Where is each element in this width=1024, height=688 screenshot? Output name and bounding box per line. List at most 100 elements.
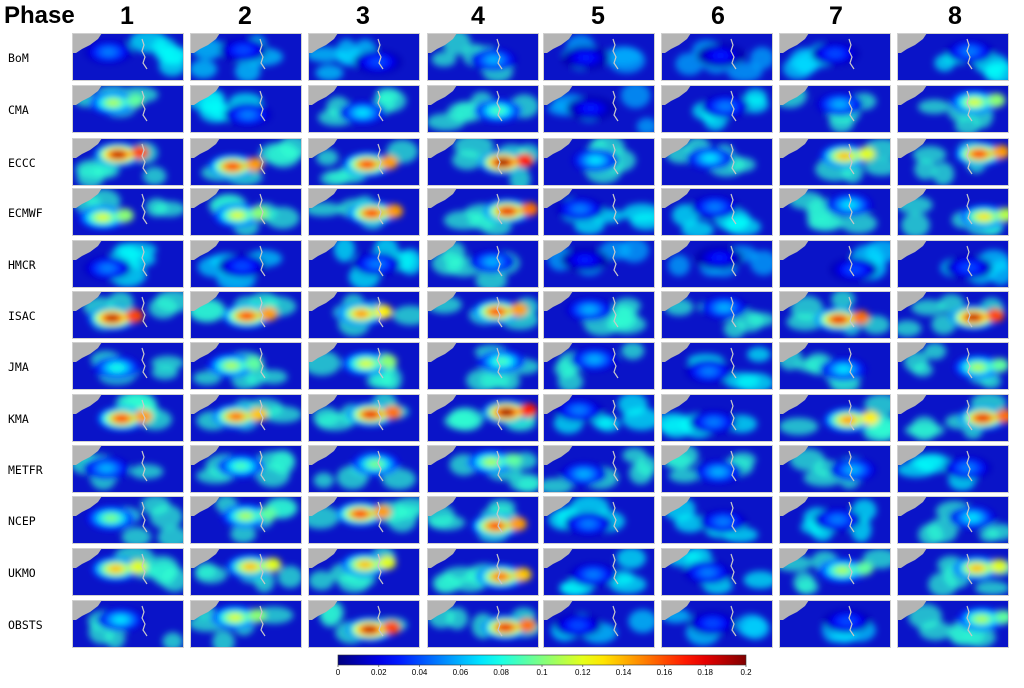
- land-mass: [897, 33, 927, 53]
- density-field: [786, 291, 891, 336]
- island-chain: [848, 193, 855, 225]
- island-chain: [496, 143, 503, 175]
- land-mass: [308, 33, 338, 53]
- island-chain: [730, 347, 737, 379]
- map-cell-ncep-phase-4: [427, 496, 539, 544]
- land-mass: [427, 600, 457, 620]
- map-cell-ncep-phase-1: [72, 496, 184, 544]
- land-mass: [72, 138, 102, 158]
- density-field: [201, 138, 302, 186]
- map-cell-cma-phase-7: [779, 85, 891, 133]
- island-chain: [141, 38, 148, 70]
- land-mass: [72, 394, 102, 414]
- island-chain: [496, 245, 503, 277]
- model-label-isac: ISAC: [8, 309, 36, 323]
- land-mass: [661, 240, 691, 260]
- map-cell-cma-phase-6: [661, 85, 773, 133]
- island-chain: [730, 450, 737, 482]
- land-mass: [897, 445, 927, 465]
- land-mass: [190, 342, 220, 362]
- land-mass: [72, 548, 102, 568]
- colorbar-tick-label: 0: [335, 668, 341, 677]
- island-chain: [377, 605, 384, 637]
- map-cell-cma-phase-4: [427, 85, 539, 133]
- land-mass: [779, 548, 809, 568]
- map-cell-kma-phase-1: [72, 394, 184, 442]
- density-field: [822, 609, 876, 644]
- island-chain: [141, 501, 148, 533]
- land-mass: [661, 33, 691, 53]
- map-cell-ecmwf-phase-7: [779, 188, 891, 236]
- phase-header: Phase: [4, 2, 75, 29]
- density-field: [661, 410, 758, 439]
- map-cell-obsts-phase-8: [897, 600, 1009, 648]
- land-mass: [543, 188, 573, 208]
- map-cell-ncep-phase-5: [543, 496, 655, 544]
- island-chain: [496, 605, 503, 637]
- map-cell-isac-phase-2: [190, 291, 302, 339]
- land-mass: [427, 496, 457, 516]
- density-field: [800, 498, 877, 543]
- land-mass: [427, 138, 457, 158]
- density-field: [84, 33, 184, 77]
- map-cell-bom-phase-7: [779, 33, 891, 81]
- land-mass: [779, 342, 809, 362]
- model-label-cma: CMA: [8, 103, 29, 117]
- map-cell-hmcr-phase-5: [543, 240, 655, 288]
- density-field: [663, 496, 759, 543]
- density-field: [208, 193, 300, 236]
- phase-label-4: 4: [471, 2, 485, 30]
- land-mass: [543, 496, 573, 516]
- density-field: [196, 450, 296, 488]
- island-chain: [730, 501, 737, 533]
- density-field: [308, 548, 396, 593]
- island-chain: [612, 193, 619, 225]
- island-chain: [141, 605, 148, 637]
- map-cell-hmcr-phase-8: [897, 240, 1009, 288]
- map-cell-ecmwf-phase-8: [897, 188, 1009, 236]
- map-cell-isac-phase-8: [897, 291, 1009, 339]
- island-chain: [496, 296, 503, 328]
- land-mass: [308, 548, 338, 568]
- island-chain: [377, 38, 384, 70]
- land-mass: [72, 342, 102, 362]
- map-cell-isac-phase-1: [72, 291, 184, 339]
- island-chain: [966, 501, 973, 533]
- land-mass: [72, 600, 102, 620]
- map-cell-ukmo-phase-5: [543, 548, 655, 596]
- map-cell-ukmo-phase-8: [897, 548, 1009, 596]
- island-chain: [966, 450, 973, 482]
- land-mass: [427, 291, 457, 311]
- land-mass: [779, 188, 809, 208]
- colorbar-tick-label: 0.02: [371, 668, 387, 677]
- density-field: [782, 41, 860, 80]
- island-chain: [377, 553, 384, 585]
- model-label-obsts: OBSTS: [8, 618, 43, 632]
- island-chain: [966, 553, 973, 585]
- map-cell-obsts-phase-1: [72, 600, 184, 648]
- island-chain: [141, 347, 148, 379]
- density-field: [466, 344, 539, 390]
- map-cell-ncep-phase-8: [897, 496, 1009, 544]
- density-field: [308, 38, 402, 81]
- island-chain: [848, 450, 855, 482]
- land-mass: [897, 600, 927, 620]
- island-chain: [966, 347, 973, 379]
- density-field: [661, 608, 770, 646]
- land-mass: [190, 600, 220, 620]
- map-cell-obsts-phase-2: [190, 600, 302, 648]
- island-chain: [141, 193, 148, 225]
- density-field: [449, 450, 539, 493]
- density-field: [75, 142, 167, 186]
- land-mass: [427, 548, 457, 568]
- map-cell-isac-phase-3: [308, 291, 420, 339]
- land-mass: [897, 240, 927, 260]
- land-mass: [308, 445, 338, 465]
- map-cell-bom-phase-2: [190, 33, 302, 81]
- land-mass: [308, 240, 338, 260]
- map-cell-ecmwf-phase-2: [190, 188, 302, 236]
- island-chain: [259, 553, 266, 585]
- density-field: [74, 85, 159, 118]
- land-mass: [190, 445, 220, 465]
